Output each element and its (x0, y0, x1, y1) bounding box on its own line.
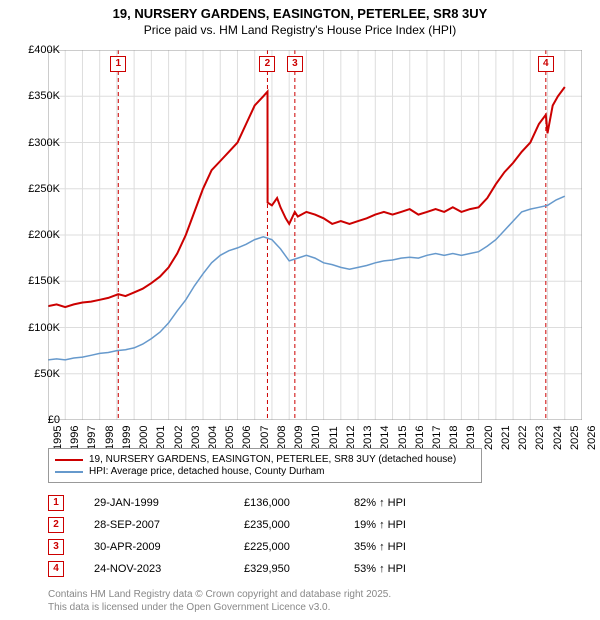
xtick-label: 2013 (362, 426, 374, 450)
event-pct: 19% ↑ HPI (354, 519, 454, 531)
event-pct: 53% ↑ HPI (354, 563, 454, 575)
event-marker-box: 2 (259, 56, 275, 72)
ytick-label: £150K (10, 275, 60, 287)
xtick-label: 2011 (328, 426, 340, 450)
footer: Contains HM Land Registry data © Crown c… (48, 588, 391, 614)
ytick-label: £250K (10, 183, 60, 195)
xtick-label: 2010 (310, 426, 322, 450)
xtick-label: 1998 (104, 426, 116, 450)
ytick-label: £0 (10, 414, 60, 426)
event-row: 2 28-SEP-2007£235,00019% ↑ HPI (48, 514, 454, 536)
xtick-label: 2006 (241, 426, 253, 450)
xtick-label: 2009 (293, 426, 305, 450)
event-marker-box: 3 (287, 56, 303, 72)
legend: 19, NURSERY GARDENS, EASINGTON, PETERLEE… (48, 448, 482, 483)
event-row-marker: 1 (48, 495, 64, 511)
chart-area (48, 50, 582, 420)
event-row-marker: 3 (48, 539, 64, 555)
xtick-label: 1997 (86, 426, 98, 450)
footer-line1: Contains HM Land Registry data © Crown c… (48, 588, 391, 601)
xtick-label: 2004 (207, 426, 219, 450)
event-row: 1 29-JAN-1999£136,00082% ↑ HPI (48, 492, 454, 514)
ytick-label: £200K (10, 229, 60, 241)
xtick-label: 2019 (465, 426, 477, 450)
event-row-marker: 2 (48, 517, 64, 533)
event-price: £136,000 (244, 497, 354, 509)
xtick-label: 2001 (155, 426, 167, 450)
xtick-label: 2017 (431, 426, 443, 450)
xtick-label: 2023 (534, 426, 546, 450)
event-marker-box: 1 (110, 56, 126, 72)
ytick-label: £50K (10, 368, 60, 380)
ytick-label: £300K (10, 137, 60, 149)
plot-svg (48, 50, 582, 420)
event-row: 4 24-NOV-2023£329,95053% ↑ HPI (48, 558, 454, 580)
xtick-label: 2021 (500, 426, 512, 450)
event-date: 30-APR-2009 (94, 541, 244, 553)
ytick-label: £100K (10, 322, 60, 334)
event-pct: 82% ↑ HPI (354, 497, 454, 509)
events-table: 1 29-JAN-1999£136,00082% ↑ HPI 2 28-SEP-200… (48, 492, 454, 580)
legend-swatch (55, 471, 83, 473)
event-price: £225,000 (244, 541, 354, 553)
legend-row: 19, NURSERY GARDENS, EASINGTON, PETERLEE… (55, 454, 475, 465)
xtick-label: 2025 (569, 426, 581, 450)
ytick-label: £350K (10, 90, 60, 102)
xtick-label: 2015 (397, 426, 409, 450)
footer-line2: This data is licensed under the Open Gov… (48, 601, 391, 614)
xtick-label: 1996 (69, 426, 81, 450)
legend-swatch (55, 459, 83, 461)
event-row: 3 30-APR-2009£225,00035% ↑ HPI (48, 536, 454, 558)
event-pct: 35% ↑ HPI (354, 541, 454, 553)
chart-container: 19, NURSERY GARDENS, EASINGTON, PETERLEE… (0, 0, 600, 620)
xtick-label: 2020 (483, 426, 495, 450)
title-block: 19, NURSERY GARDENS, EASINGTON, PETERLEE… (0, 0, 600, 37)
event-row-marker: 4 (48, 561, 64, 577)
xtick-label: 2018 (448, 426, 460, 450)
legend-label: HPI: Average price, detached house, Coun… (89, 466, 325, 477)
xtick-label: 1995 (52, 426, 64, 450)
event-date: 24-NOV-2023 (94, 563, 244, 575)
xtick-label: 2007 (259, 426, 271, 450)
xtick-label: 2003 (190, 426, 202, 450)
event-date: 29-JAN-1999 (94, 497, 244, 509)
event-date: 28-SEP-2007 (94, 519, 244, 531)
xtick-label: 2014 (379, 426, 391, 450)
xtick-label: 2000 (138, 426, 150, 450)
xtick-label: 2024 (552, 426, 564, 450)
xtick-label: 2008 (276, 426, 288, 450)
legend-row: HPI: Average price, detached house, Coun… (55, 466, 475, 477)
title-address: 19, NURSERY GARDENS, EASINGTON, PETERLEE… (0, 6, 600, 21)
event-marker-box: 4 (538, 56, 554, 72)
ytick-label: £400K (10, 44, 60, 56)
legend-label: 19, NURSERY GARDENS, EASINGTON, PETERLEE… (89, 454, 456, 465)
xtick-label: 2022 (517, 426, 529, 450)
xtick-label: 2026 (586, 426, 598, 450)
event-price: £235,000 (244, 519, 354, 531)
title-subtitle: Price paid vs. HM Land Registry's House … (0, 23, 600, 37)
xtick-label: 1999 (121, 426, 133, 450)
xtick-label: 2005 (224, 426, 236, 450)
xtick-label: 2016 (414, 426, 426, 450)
event-price: £329,950 (244, 563, 354, 575)
xtick-label: 2012 (345, 426, 357, 450)
xtick-label: 2002 (173, 426, 185, 450)
